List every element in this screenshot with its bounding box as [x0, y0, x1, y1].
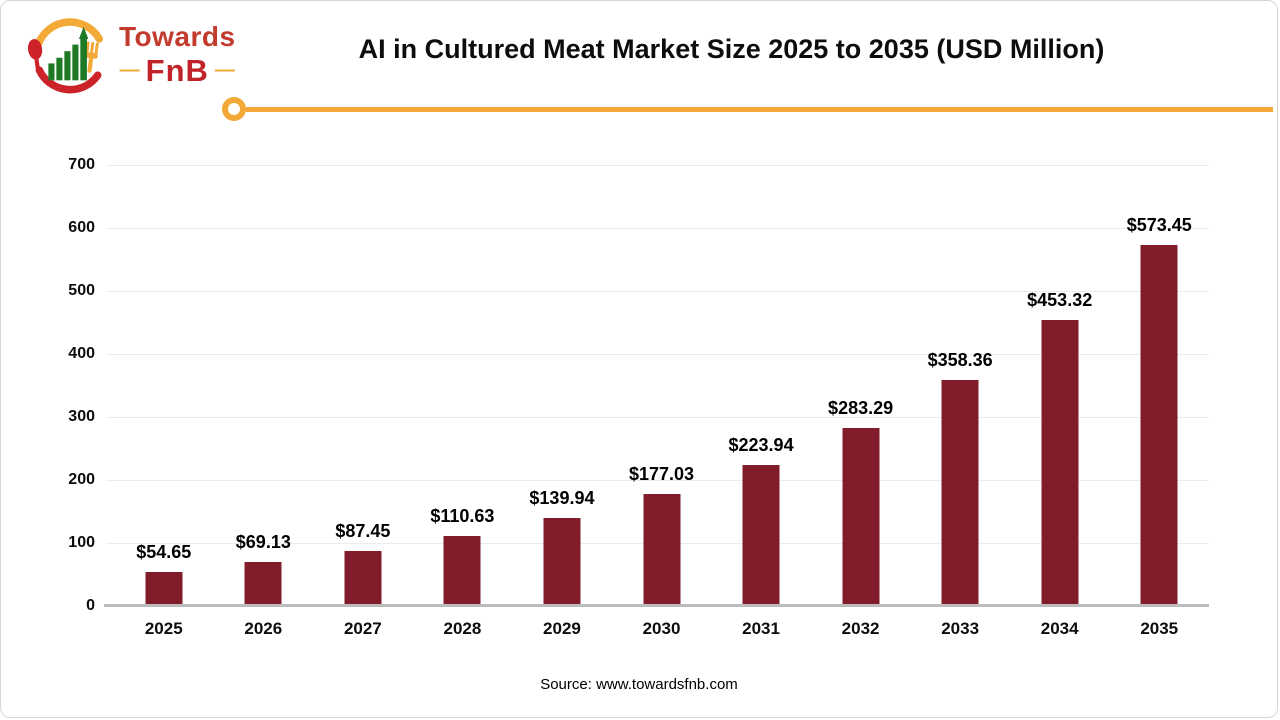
- growth-bars-icon: [48, 26, 89, 81]
- bar-2027: [344, 550, 382, 606]
- bar-column-2027: $87.45 2027: [313, 165, 413, 638]
- bar-2033: [941, 380, 979, 606]
- x-axis-label: 2033: [941, 619, 980, 638]
- towardsfnb-logo: Towards — FnB —: [23, 7, 236, 101]
- logo-dash-right: —: [214, 59, 235, 81]
- divider-ring-icon: [222, 97, 246, 121]
- bar-value-label: $358.36: [927, 350, 993, 371]
- bar-value-label: $453.32: [1027, 290, 1093, 311]
- bar-value-label: $283.29: [828, 397, 894, 418]
- bar-value-label: $139.94: [529, 487, 595, 508]
- bar-value-label: $69.13: [235, 532, 291, 553]
- y-axis-tick-label: 300: [68, 408, 95, 425]
- bar-2034: [1041, 320, 1079, 606]
- bar-value-label: $87.45: [335, 520, 391, 541]
- gridline: [106, 291, 1209, 292]
- bar-column-2030: $177.03 2030: [612, 165, 712, 638]
- bar-value-label: $110.63: [430, 506, 495, 527]
- y-axis-tick-label: 0: [86, 597, 95, 614]
- y-axis-tick-label: 100: [68, 534, 95, 551]
- bar-column-2031: $223.94 2031: [711, 165, 811, 638]
- x-axis-label: 2027: [343, 619, 382, 638]
- bar-2030: [643, 494, 680, 606]
- gridline: [106, 417, 1209, 418]
- gridline: [106, 480, 1209, 481]
- logo-name-towards: Towards: [119, 20, 236, 52]
- bar-2028: [443, 536, 481, 606]
- gridline: [106, 228, 1209, 229]
- spoon-icon: [27, 39, 43, 70]
- bar-columns-group: $54.65 2025 $69.13 2026 $87.45 2027 $110.63 202…: [114, 165, 1209, 638]
- x-axis-label: 2028: [443, 619, 482, 638]
- logo-arc-gold: [34, 18, 104, 49]
- x-axis-label: 2031: [742, 619, 780, 638]
- x-axis-label: 2025: [144, 619, 183, 638]
- bar-2031: [742, 464, 780, 606]
- bar-value-label: $573.45: [1126, 214, 1192, 235]
- source-text: Source: www.towardsfnb.com: [540, 676, 738, 693]
- bar-2025: [145, 571, 183, 606]
- gridline: [106, 354, 1209, 355]
- bar-value-label: $177.03: [628, 464, 695, 485]
- bar-column-2034: $453.32 2034: [1010, 165, 1110, 638]
- logo-arc-red: [35, 66, 102, 94]
- y-axis-tick-label: 400: [68, 345, 95, 362]
- x-axis-label: 2026: [244, 619, 283, 638]
- x-axis-label: 2030: [642, 619, 681, 638]
- bar-2029: [543, 517, 581, 606]
- logo-dash-left: —: [119, 59, 140, 81]
- x-axis-line: [104, 604, 1209, 607]
- logo-text: Towards — FnB —: [119, 20, 236, 88]
- x-axis-label: 2029: [543, 619, 581, 638]
- bar-2035: [1140, 244, 1178, 606]
- bar-value-label: $223.94: [728, 434, 794, 455]
- bar-column-2028: $110.63 2028: [413, 165, 513, 638]
- chart-title: AI in Cultured Meat Market Size 2025 to …: [358, 34, 1105, 64]
- x-axis-label: 2032: [841, 619, 880, 638]
- y-axis-tick-label: 500: [68, 282, 95, 299]
- bar-column-2025: $54.65 2025: [114, 165, 214, 638]
- towardsfnb-logo-icon: [27, 18, 104, 94]
- bar-column-2026: $69.13 2026: [214, 165, 314, 638]
- bar-2026: [244, 562, 282, 606]
- bar-value-label: $54.65: [136, 541, 192, 562]
- bar-2032: [842, 427, 880, 606]
- title-divider-line: [246, 107, 1273, 112]
- bar-column-2035: $573.45 2035: [1109, 165, 1209, 638]
- y-axis-tick-label: 700: [68, 156, 95, 173]
- gridline: [106, 165, 1209, 166]
- bar-column-2029: $139.94 2029: [512, 165, 612, 638]
- plot-area: $54.65 2025 $69.13 2026 $87.45 2027 $110.63 202…: [104, 165, 1209, 638]
- logo-name-fnb: FnB: [145, 52, 209, 88]
- bar-column-2032: $283.29 2032: [811, 165, 911, 638]
- y-axis-tick-label: 600: [68, 219, 95, 236]
- y-axis-tick-label: 200: [68, 471, 95, 488]
- x-axis-label: 2034: [1040, 619, 1079, 638]
- x-axis-label: 2035: [1140, 619, 1179, 638]
- bar-column-2033: $358.36 2033: [910, 165, 1010, 638]
